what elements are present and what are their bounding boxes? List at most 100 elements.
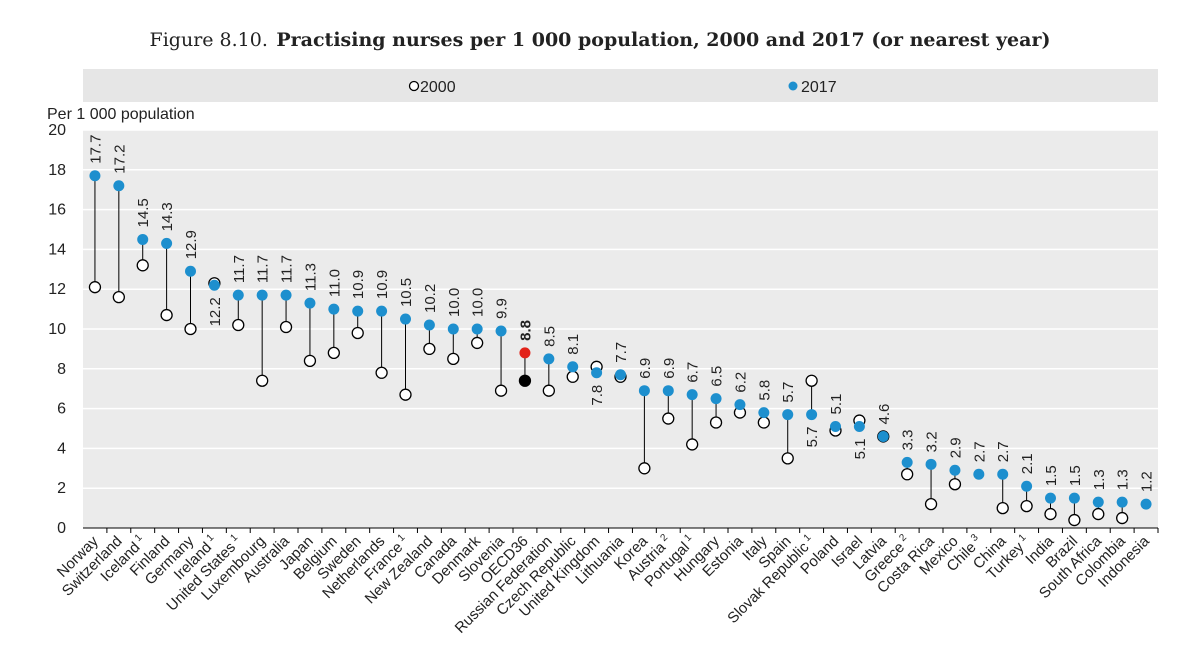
y-axis-label: Per 1 000 population bbox=[47, 106, 195, 123]
point-2000-turkey bbox=[1020, 499, 1033, 513]
point-2000-mexico bbox=[948, 478, 962, 491]
point-2017-brazil bbox=[1068, 492, 1080, 504]
point-2000-hungary bbox=[709, 416, 723, 429]
y-tick-label: 14 bbox=[48, 241, 66, 258]
point-2000-switzerland bbox=[112, 291, 125, 304]
point-2017-poland bbox=[830, 421, 841, 433]
legend-label-2017: 2017 bbox=[801, 79, 837, 96]
point-2017-india bbox=[1045, 492, 1056, 504]
data-label-finland: 14.3 bbox=[159, 202, 176, 231]
data-label-japan: 11.3 bbox=[302, 263, 319, 291]
point-2017-portugal bbox=[686, 389, 698, 401]
data-label-switzerland: 17.2 bbox=[111, 145, 128, 174]
data-label-brazil: 1.5 bbox=[1067, 465, 1084, 486]
data-label-iceland: 14.5 bbox=[135, 198, 152, 227]
point-2017-netherlands bbox=[376, 305, 388, 317]
point-2000-japan bbox=[303, 354, 317, 367]
y-tick-label: 12 bbox=[48, 281, 66, 298]
point-2000-slovak-republic bbox=[805, 374, 818, 387]
point-2000-korea bbox=[638, 462, 651, 475]
point-2017-indonesia bbox=[1140, 498, 1152, 510]
point-2017-oecd36 bbox=[519, 347, 531, 359]
point-2017-ireland bbox=[208, 279, 220, 291]
point-2000-south-africa bbox=[1092, 507, 1105, 521]
x-axis-labels: NorwaySwitzerlandIceland1FinlandGermanyI… bbox=[54, 528, 1159, 637]
point-2017-israel bbox=[853, 421, 865, 433]
point-2017-japan bbox=[304, 297, 316, 309]
point-2000-china bbox=[996, 501, 1009, 515]
point-2000-portugal bbox=[686, 438, 699, 451]
y-tick-label: 8 bbox=[57, 361, 66, 378]
point-2000-czech-republic bbox=[566, 370, 579, 383]
point-2017-latvia bbox=[877, 430, 889, 442]
point-2000-iceland bbox=[136, 259, 149, 272]
data-label-estonia: 6.2 bbox=[732, 372, 749, 393]
data-label-russian-federation: 8.5 bbox=[541, 326, 558, 347]
figure-title: Figure 8.10. Practising nurses per 1 000… bbox=[150, 29, 1051, 51]
point-2000-brazil bbox=[1068, 513, 1081, 527]
data-label-australia: 11.7 bbox=[279, 255, 296, 283]
data-label-spain: 5.7 bbox=[780, 382, 797, 403]
legend-label-2000: 2000 bbox=[420, 79, 456, 96]
point-2017-australia bbox=[280, 289, 292, 301]
point-2017-sweden bbox=[352, 305, 364, 317]
data-label-mexico: 2.9 bbox=[947, 437, 964, 458]
point-2000-sweden bbox=[351, 326, 364, 340]
point-2017-hungary bbox=[710, 393, 722, 405]
point-2017-mexico bbox=[949, 464, 961, 476]
point-2000-spain bbox=[781, 452, 794, 465]
data-label-united-kingdom: 7.8 bbox=[589, 385, 606, 406]
point-2017-russian-federation bbox=[543, 353, 555, 365]
point-2000-finland bbox=[160, 308, 173, 322]
series-2017 bbox=[89, 170, 1152, 510]
data-label-norway: 17.7 bbox=[87, 135, 104, 164]
point-2017-slovenia bbox=[495, 325, 507, 337]
point-2017-united-states bbox=[232, 289, 244, 301]
data-label-china: 2.7 bbox=[995, 441, 1012, 462]
point-2017-slovak-republic bbox=[806, 409, 818, 421]
point-2017-belgium bbox=[328, 303, 340, 315]
data-label-lithuania: 7.7 bbox=[613, 342, 630, 363]
point-2017-austria bbox=[662, 385, 674, 397]
point-2000-canada bbox=[447, 352, 460, 366]
point-2017-denmark bbox=[471, 323, 483, 335]
data-label-latvia: 4.6 bbox=[876, 404, 893, 425]
y-tick-label: 10 bbox=[48, 321, 66, 338]
data-label-italy: 5.8 bbox=[756, 380, 773, 401]
point-2017-spain bbox=[782, 409, 794, 421]
data-label-sweden: 10.9 bbox=[350, 270, 367, 299]
point-2000-luxembourg bbox=[256, 374, 269, 387]
point-2017-italy bbox=[758, 407, 770, 419]
legend: 2000 2017 bbox=[408, 79, 837, 96]
y-tick-label: 16 bbox=[48, 202, 66, 219]
point-2017-costa-rica bbox=[925, 458, 937, 470]
legend-marker-2017 bbox=[788, 81, 798, 91]
figure-number: Figure 8.10. bbox=[150, 29, 268, 51]
point-2017-lithuania bbox=[615, 369, 626, 381]
data-label-chile: 2.7 bbox=[971, 441, 988, 462]
series-2000 bbox=[88, 259, 1129, 527]
y-tick-label: 18 bbox=[48, 162, 66, 179]
point-2017-south-africa bbox=[1092, 496, 1104, 508]
point-2000-belgium bbox=[327, 346, 340, 360]
data-labels: 17.7 17.2 14.5 14.3 12.9 12.2 11.7 11.7 11.7 11.3… bbox=[87, 135, 1155, 493]
point-2000-austria bbox=[662, 412, 675, 425]
y-tick-label: 6 bbox=[57, 401, 66, 418]
data-label-belgium: 11.0 bbox=[326, 269, 343, 297]
data-label-netherlands: 10.9 bbox=[374, 270, 391, 299]
data-label-ireland: 12.2 bbox=[207, 297, 224, 326]
point-2017-iceland bbox=[137, 233, 149, 245]
data-label-israel: 5.1 bbox=[852, 439, 869, 460]
y-axis-ticks: 0 2 4 6 8 10 12 14 16 18 20 bbox=[48, 122, 66, 537]
point-2017-norway bbox=[89, 170, 101, 182]
point-2000-india bbox=[1044, 507, 1057, 521]
point-2000-new-zealand bbox=[423, 342, 436, 356]
point-2000-italy bbox=[757, 416, 770, 429]
y-tick-label: 20 bbox=[48, 122, 66, 139]
point-2017-luxembourg bbox=[256, 289, 268, 301]
figure-title-text: Practising nurses per 1 000 population, … bbox=[276, 29, 1050, 51]
point-2017-finland bbox=[161, 237, 173, 249]
point-2017-korea bbox=[638, 385, 650, 397]
point-2017-czech-republic bbox=[567, 361, 579, 373]
y-tick-label: 2 bbox=[57, 480, 66, 497]
